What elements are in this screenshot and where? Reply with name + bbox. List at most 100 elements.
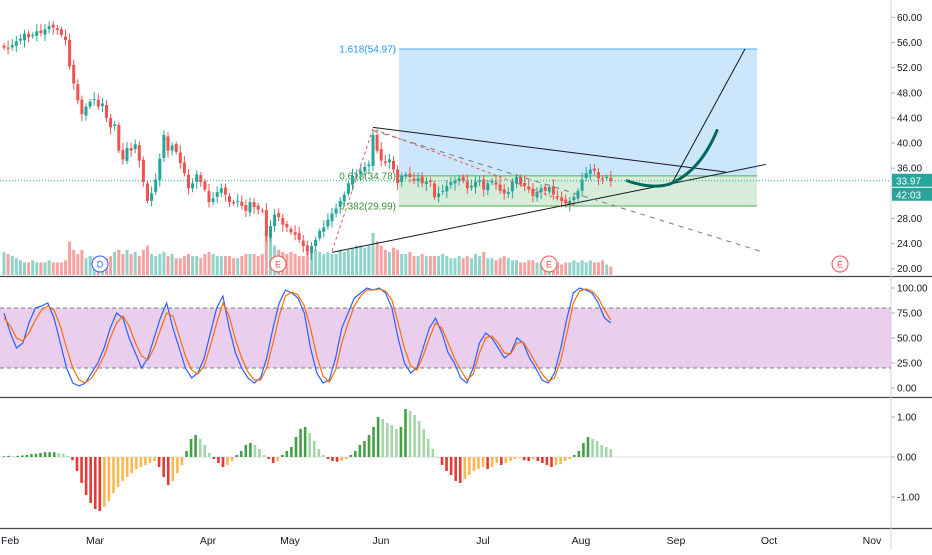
- volume-bar: [568, 262, 572, 275]
- macd-bar: [7, 455, 10, 457]
- macd-bar: [212, 457, 216, 459]
- volume-bar: [260, 254, 264, 275]
- volume-bar: [269, 237, 272, 275]
- candle-body: [215, 192, 219, 197]
- fib-label-382: 0.382(29.99): [339, 201, 396, 212]
- macd-bar: [490, 457, 494, 467]
- volume-bar: [408, 251, 412, 275]
- candle-body: [252, 202, 256, 208]
- fibonacci-extension[interactable]: 1.618(54.97) 0.618(34.78) 0.382(29.99): [339, 45, 757, 213]
- candle-body: [113, 124, 117, 126]
- macd-bar: [563, 457, 567, 461]
- candle-body: [301, 240, 305, 247]
- candle-body: [326, 219, 330, 227]
- volume-bar: [51, 262, 55, 275]
- candle-body: [510, 182, 514, 192]
- candle-body: [568, 200, 572, 205]
- volume-bar: [502, 256, 506, 275]
- volume-bar: [117, 249, 121, 275]
- macd-bar: [57, 453, 61, 457]
- fib-label-1618: 1.618(54.97): [339, 45, 396, 56]
- macd-bar: [395, 429, 398, 457]
- macd-bar: [436, 457, 439, 458]
- macd-bar: [135, 457, 138, 469]
- candle-body: [141, 159, 145, 183]
- volume-bar: [416, 256, 420, 275]
- volume-bar: [387, 251, 391, 275]
- candle-body: [64, 36, 67, 41]
- macd-bar: [48, 452, 51, 457]
- macd-bar: [312, 441, 316, 457]
- volume-bar: [359, 245, 363, 275]
- volume-bar: [223, 256, 227, 275]
- volume-bar: [141, 249, 145, 275]
- volume-bar: [199, 258, 203, 275]
- candle-body: [412, 178, 416, 181]
- price-tick-label: 48.00: [897, 88, 922, 99]
- macd-bar: [148, 457, 152, 463]
- candle-body: [375, 134, 379, 151]
- volume-bar: [305, 245, 309, 275]
- macd-bar: [413, 415, 416, 457]
- macd-tick-label: -1.00: [897, 493, 920, 504]
- volume-bar: [457, 256, 461, 275]
- candle-body: [601, 178, 605, 180]
- volume-bar: [597, 262, 600, 275]
- macd-bar: [495, 457, 499, 463]
- candle-body: [383, 161, 387, 164]
- candle-body: [330, 213, 334, 222]
- macd-bar: [427, 439, 430, 457]
- candle-body: [146, 183, 149, 201]
- candle-body: [178, 152, 182, 164]
- candle-body: [256, 205, 260, 210]
- candle-body: [351, 175, 354, 185]
- candle-body: [392, 160, 395, 170]
- macd-bar: [276, 457, 280, 461]
- volume-bar: [346, 249, 350, 275]
- macd-bar: [166, 457, 170, 485]
- candle-body: [588, 169, 592, 174]
- candle-body: [92, 99, 96, 101]
- macd-bar: [194, 435, 197, 457]
- candle-body: [248, 202, 252, 213]
- candle-body: [88, 101, 92, 107]
- macd-bar: [504, 457, 508, 463]
- macd-bar: [198, 439, 202, 457]
- volume-bar: [6, 254, 10, 275]
- macd-bar: [98, 457, 102, 511]
- volume-bar: [240, 256, 244, 275]
- macd-bar: [363, 441, 366, 457]
- candle-body: [125, 148, 129, 161]
- volume-bar: [232, 258, 236, 275]
- volume-bar: [314, 249, 318, 275]
- candle-body: [137, 145, 141, 161]
- macd-bar: [116, 457, 120, 487]
- volume-bar: [490, 258, 494, 275]
- volume-bar: [371, 233, 375, 275]
- candle-body: [609, 177, 613, 181]
- volume-bar: [215, 256, 219, 275]
- macd-bar: [518, 457, 521, 458]
- volume-bar: [478, 256, 482, 275]
- macd-bar: [591, 439, 594, 457]
- macd-bar: [340, 457, 343, 461]
- volume-bar: [2, 251, 6, 275]
- volume-bar: [396, 249, 400, 275]
- candle-body: [404, 174, 408, 177]
- macd-bar: [20, 455, 24, 457]
- volume-bar: [506, 258, 510, 275]
- volume-bar: [334, 254, 338, 275]
- volume-bar: [539, 262, 543, 275]
- fib-zone-upper: [399, 49, 757, 176]
- candle-body: [461, 176, 465, 181]
- volume-bar: [363, 247, 367, 275]
- candle-body: [174, 144, 178, 152]
- macd-bar: [230, 457, 234, 461]
- volume-bar: [392, 247, 395, 275]
- volume-bar: [39, 262, 43, 275]
- trend-drawings[interactable]: [0, 48, 891, 253]
- volume-bar: [605, 264, 609, 275]
- macd-bar: [43, 452, 47, 457]
